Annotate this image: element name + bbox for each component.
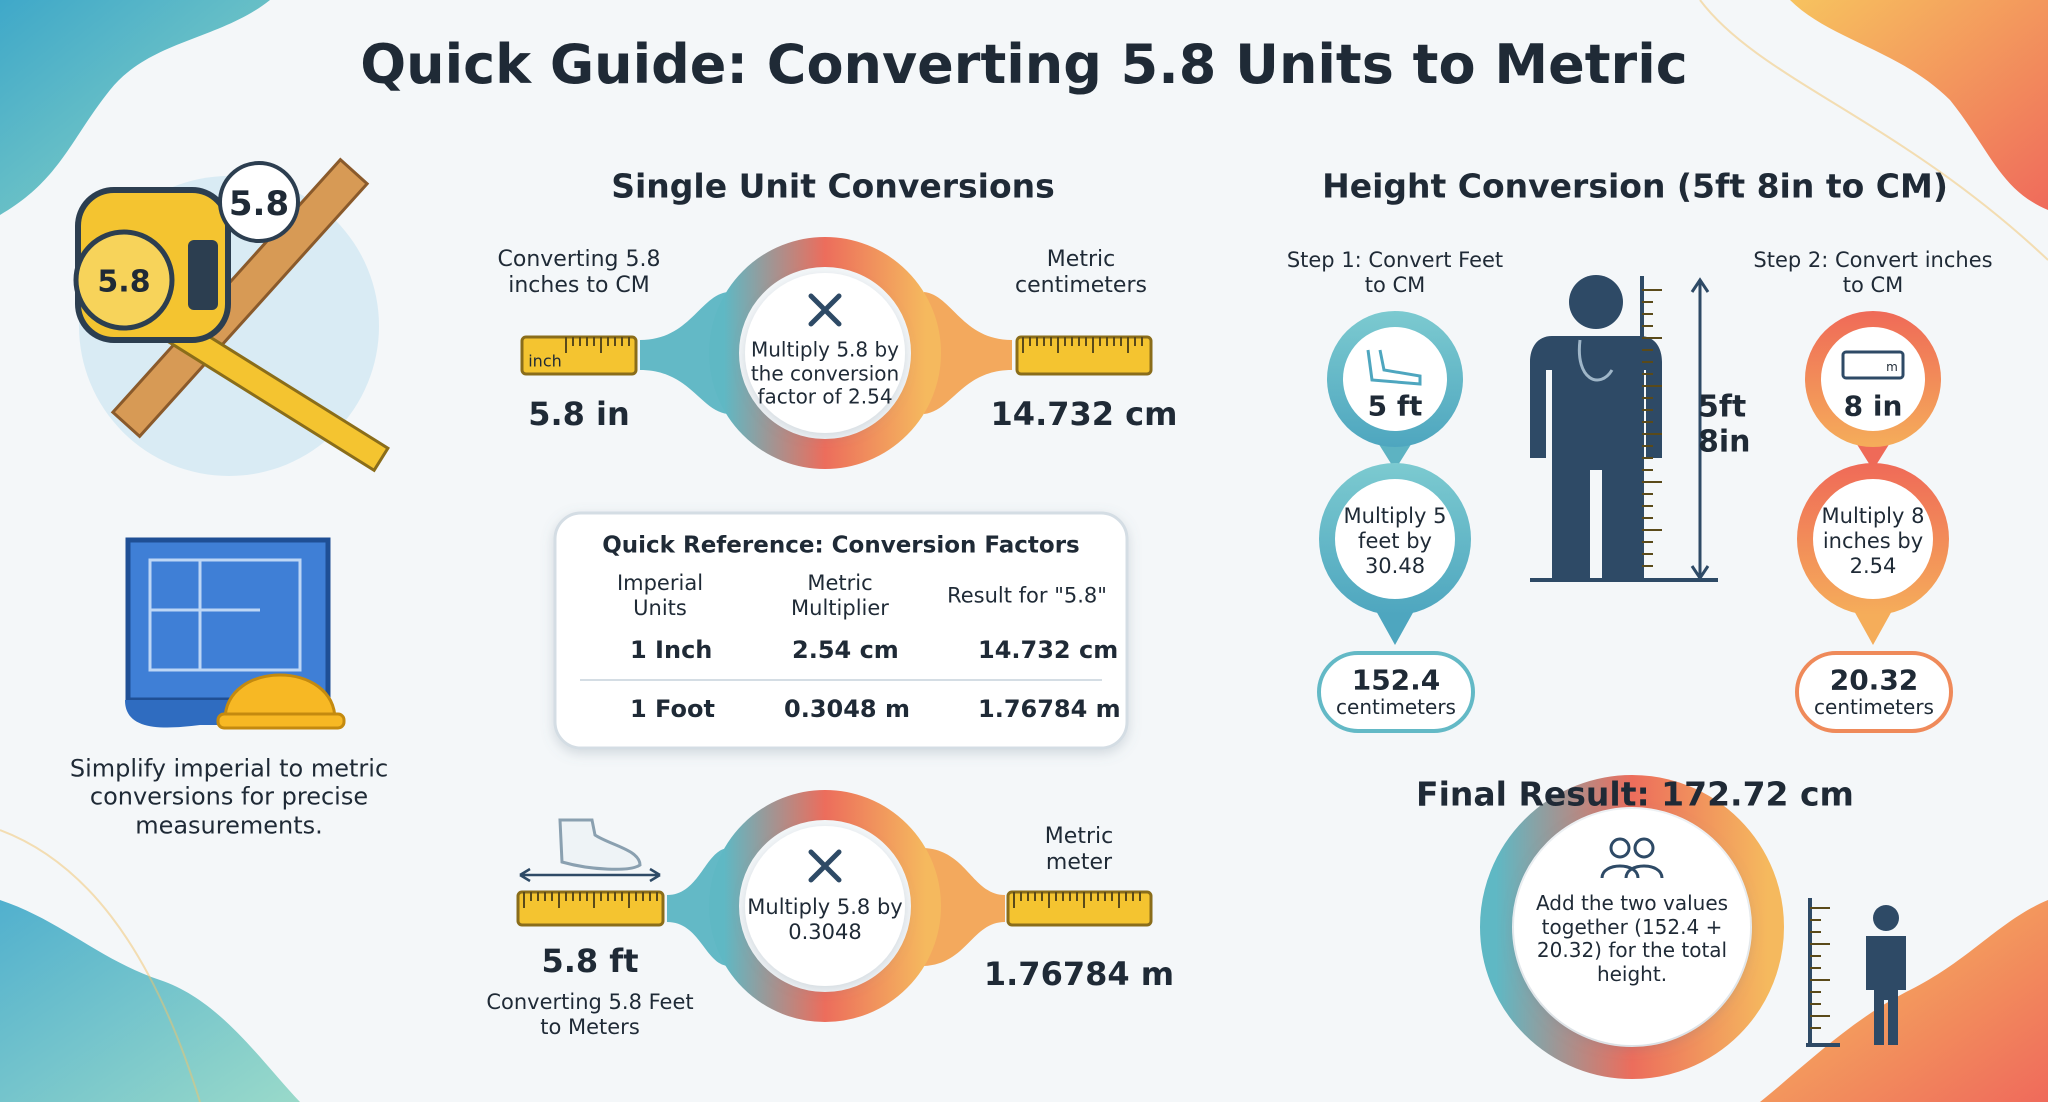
final-result-art-part (1514, 809, 1750, 1045)
caption: Simplify imperial to metric conversions … (69, 754, 389, 840)
final-result-art-part (1609, 837, 1631, 859)
step-label: Step 2: Convert inches to CM (1753, 248, 1993, 297)
feet-conversion-art-part (558, 818, 642, 871)
badge: 5.8 (228, 183, 290, 224)
step-unit: centimeters (1814, 695, 1934, 720)
feet-conversion-art (516, 790, 1153, 1022)
step-result: 152.4 (1351, 663, 1441, 697)
ruler-ticks (523, 289, 1830, 1029)
column-header: Result for "5.8" (947, 583, 1107, 608)
column-header: Metric Multiplier (791, 571, 889, 620)
step-value: 8 in (1843, 389, 1903, 423)
feet-conversion-art-part (1006, 890, 1153, 927)
operation: Multiply 5.8 by 0.3048 (747, 895, 903, 944)
step-value: 5 ft (1367, 389, 1423, 423)
ruler-label: inch (528, 351, 562, 371)
final-description: Add the two values together (152.4 + 20.… (1535, 890, 1729, 986)
inches-conversion-art-part (924, 292, 1012, 414)
corner-blobs-part (0, 0, 270, 215)
cell: 1 Inch (630, 636, 713, 664)
source-label: Converting 5.8 inches to CM (497, 247, 661, 298)
cell: 2.54 cm (792, 636, 899, 664)
target-label: Metric centimeters (1015, 247, 1147, 298)
corner-blobs-part (1790, 0, 2048, 210)
doctor-figure (1530, 275, 1718, 582)
doctor-figure-part (1577, 339, 1614, 382)
blueprint-illustration-part (148, 558, 302, 672)
blueprint-illustration-part (223, 673, 337, 722)
blueprint-illustration (125, 537, 346, 730)
operation: Multiply 5.8 by the conversion factor of… (750, 337, 900, 409)
cell: 14.732 cm (978, 636, 1119, 664)
feet-conversion-art-part (745, 826, 905, 986)
final-result-art-part (1873, 905, 1899, 931)
cell: 0.3048 m (784, 695, 910, 723)
step-operation: Multiply 8 inches by 2.54 (1821, 503, 1925, 578)
cell: 1.76784 m (978, 695, 1121, 723)
reference-title: Quick Reference: Conversion Factors (602, 532, 1080, 559)
step-label: Step 1: Convert Feet to CM (1286, 248, 1504, 297)
height-steps-art-part (1366, 349, 1422, 386)
source-label: Converting 5.8 Feet to Meters (486, 990, 694, 1039)
feet-conversion-art-part (808, 849, 842, 883)
title: Quick Guide: Converting 5.8 Units to Met… (360, 33, 1688, 97)
inches-conversion-art-part (745, 273, 905, 433)
corner-blobs-part (1699, 0, 2048, 261)
tape-label: 5.8 (97, 264, 151, 300)
final-result-art (1480, 775, 1906, 1079)
height-steps-art-part (1795, 651, 1953, 733)
blueprint-illustration-part (125, 537, 331, 703)
figure-label: 5ft 8in (1698, 389, 1751, 460)
inches-conversion-art-part (808, 293, 842, 327)
section-heading: Single Unit Conversions (611, 166, 1055, 206)
cell: 1 Foot (630, 695, 715, 723)
inches-conversion-art-part (1015, 335, 1153, 376)
feet-conversion-art-part (709, 790, 941, 1022)
inches-conversion-art (520, 237, 1153, 469)
height-steps-art-part (1317, 651, 1475, 733)
height-steps-art (1317, 311, 1953, 733)
tape-ruler-illustration-part (188, 240, 218, 310)
final-title: Final Result: 172.72 cm (1416, 774, 1854, 814)
blueprint-illustration-part (216, 712, 346, 730)
source-value: 5.8 in (528, 395, 630, 434)
section-heading: Height Conversion (5ft 8in to CM) (1322, 166, 1948, 206)
tape-ruler-illustration (73, 157, 390, 476)
height-steps-art-part (1841, 350, 1905, 380)
step-operation: Multiply 5 feet by 30.48 (1343, 503, 1447, 578)
feet-conversion-art-part (924, 848, 1005, 966)
corner-blobs-part (1760, 900, 2048, 1102)
step-unit: centimeters (1336, 695, 1456, 720)
final-result-art-part (1600, 864, 1664, 879)
doctor-figure-part (1530, 336, 1662, 578)
tape-ruler-illustration-part (218, 161, 300, 243)
height-steps-art-part (1335, 479, 1455, 599)
target-value: 14.732 cm (990, 395, 1178, 434)
doctor-figure-part (1569, 275, 1623, 329)
final-result-art-part (1633, 837, 1655, 859)
icon-label: m (1886, 359, 1898, 374)
height-steps-art-part (1813, 479, 1933, 599)
tape-ruler-illustration-part (73, 229, 175, 331)
inches-conversion-art-part (709, 237, 941, 469)
final-result-art-part (1866, 936, 1906, 1045)
reference-card (553, 511, 1129, 750)
feet-conversion-art-part (516, 890, 665, 927)
target-label: Metric meter (1044, 824, 1114, 875)
column-header: Imperial Units (616, 571, 704, 620)
inches-conversion-art-part (640, 292, 728, 414)
reference-card-part (553, 511, 1129, 750)
target-value: 1.76784 m (983, 955, 1175, 994)
feet-conversion-art-part (519, 867, 661, 883)
source-value: 5.8 ft (541, 942, 639, 981)
step-result: 20.32 (1829, 663, 1919, 697)
final-result-art-part (1480, 775, 1784, 1079)
doctor-figure-part (1690, 277, 1710, 581)
corner-blobs-part (0, 900, 300, 1102)
corner-blobs-part (0, 829, 201, 1102)
